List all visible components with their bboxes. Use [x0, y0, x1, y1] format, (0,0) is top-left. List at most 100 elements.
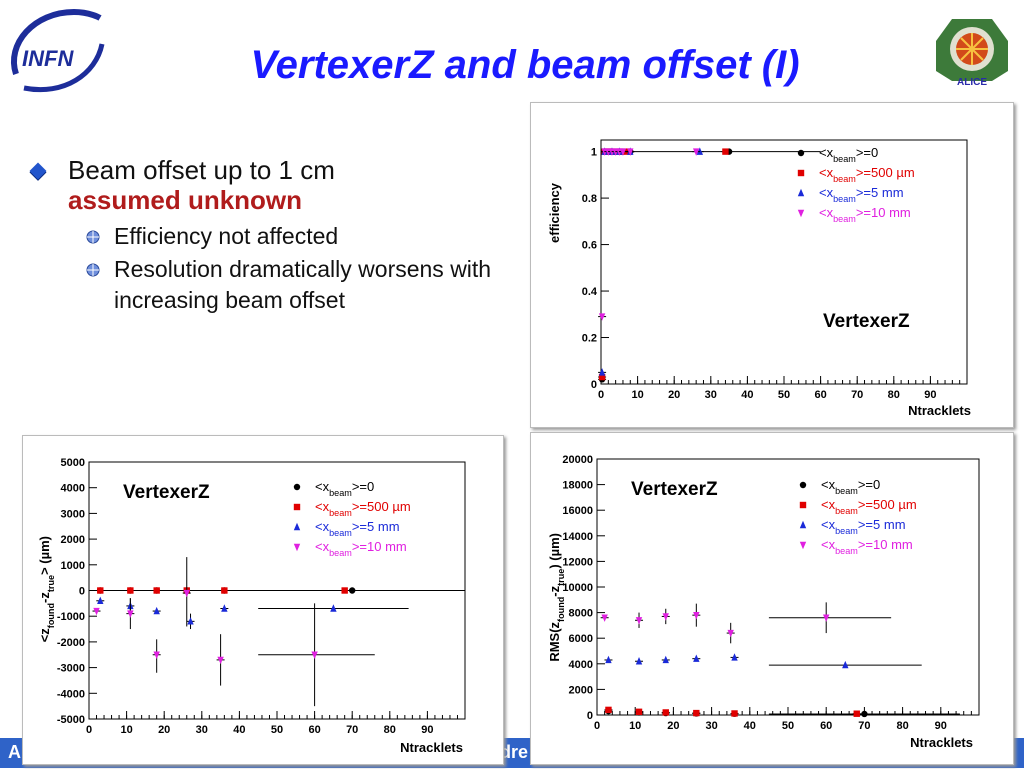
y-tick-label: 4000 — [569, 659, 593, 671]
x-axis-label: Ntracklets — [400, 740, 463, 755]
y-tick-label: 0 — [591, 379, 597, 391]
x-tick-label: 40 — [744, 720, 756, 732]
data-point — [341, 587, 348, 594]
series-3 — [598, 148, 701, 321]
data-point — [693, 654, 700, 662]
data-point — [662, 655, 669, 664]
legend-entry: <xbeam>=500 µm — [315, 499, 411, 518]
data-point — [861, 710, 868, 718]
legend-marker — [797, 209, 805, 218]
data-point — [153, 587, 160, 594]
x-tick-label: 70 — [858, 720, 870, 732]
y-tick-label: 16000 — [562, 505, 593, 517]
data-point — [97, 587, 104, 594]
data-point — [605, 655, 612, 664]
y-tick-label: 2000 — [61, 534, 85, 546]
efficiency-plot-panel: 0 10 20 30 40 50 60 70 80 90 0 0.2 0.4 0.6 0.8 1 Ntrackl… — [530, 102, 1014, 428]
y-tick-label: -5000 — [57, 714, 85, 726]
legend-entry: <xbeam>=5 mm — [315, 519, 400, 538]
legend-entry: <xbeam>=500 µm — [821, 497, 917, 516]
x-tick-label: 70 — [346, 724, 358, 736]
x-tick-label: 80 — [896, 720, 908, 732]
globe-bullet-icon — [86, 230, 100, 244]
legend-marker — [799, 501, 807, 509]
x-tick-label: 0 — [594, 720, 600, 732]
data-point — [330, 604, 337, 612]
x-tick-label: 50 — [778, 389, 790, 401]
legend-entry: <xbeam>=500 µm — [819, 165, 915, 184]
data-point — [601, 614, 608, 622]
legend-entry: <xbeam>=0 — [315, 479, 374, 498]
y-tick-label: 10000 — [562, 582, 593, 594]
plot-frame — [600, 139, 968, 385]
y-tick-label: 20000 — [562, 454, 593, 466]
series-3 — [600, 602, 892, 644]
plot-title: VertexerZ — [123, 482, 210, 503]
x-tick-label: 70 — [851, 389, 863, 401]
bullet-sub-1-text: Efficiency not affected — [114, 223, 339, 249]
legend-entry: <xbeam>=10 mm — [315, 539, 407, 558]
legend-marker — [293, 522, 301, 531]
bullet-main-line1: Beam offset up to 1 cm — [68, 155, 335, 185]
y-tick-label: 0.6 — [582, 240, 597, 252]
data-point — [662, 613, 669, 621]
rms-plot: 0 10 20 30 40 50 60 70 80 90 0 2000 4000 6000 8000 1000… — [547, 454, 980, 750]
x-tick-label: 10 — [631, 389, 643, 401]
y-tick-label: 18000 — [562, 480, 593, 492]
data-point — [153, 651, 160, 659]
data-point — [727, 629, 734, 638]
data-point — [722, 148, 729, 155]
footer-mid-text: dre — [500, 742, 529, 762]
legend-marker — [293, 483, 301, 491]
legend-marker — [797, 169, 805, 177]
x-tick-label: 20 — [158, 724, 170, 736]
legend-marker — [797, 188, 805, 197]
y-tick-label: 12000 — [562, 556, 593, 568]
x-tick-label: 90 — [935, 720, 947, 732]
data-point — [635, 708, 643, 715]
y-tick-label: 14000 — [562, 531, 593, 543]
series-1 — [604, 706, 861, 717]
bullet-main: Beam offset up to 1 cm assumed unknown — [29, 155, 510, 215]
legend-entry: <xbeam>=5 mm — [819, 185, 904, 204]
data-point — [662, 709, 669, 716]
data-point — [221, 604, 228, 612]
x-tick-label: 90 — [421, 724, 433, 736]
data-point — [187, 617, 194, 625]
y-tick-label: 1 — [591, 147, 597, 159]
data-point — [635, 657, 643, 665]
x-tick-label: 60 — [308, 724, 320, 736]
data-point — [93, 607, 100, 616]
y-tick-label: 0 — [79, 586, 85, 598]
legend-entry: <xbeam>=0 — [821, 477, 880, 496]
bullet-sub-2: Resolution dramatically worsens with inc… — [86, 254, 510, 316]
x-tick-label: 60 — [820, 720, 832, 732]
data-point — [731, 653, 738, 661]
x-tick-label: 80 — [888, 389, 900, 401]
plot-frame — [596, 458, 980, 716]
legend-entry: <xbeam>=10 mm — [821, 537, 913, 556]
x-tick-label: 50 — [271, 724, 283, 736]
legend-marker — [799, 481, 807, 489]
infn-logo-text: INFN — [22, 46, 74, 71]
x-tick-label: 40 — [741, 389, 753, 401]
legend-marker — [293, 543, 301, 552]
data-point — [853, 710, 860, 717]
data-point — [692, 148, 700, 156]
data-point — [731, 710, 738, 717]
legend: <xbeam>=0<xbeam>=500 µm<xbeam>=5 mm<xbea… — [797, 145, 915, 224]
rms-plot-panel: 0 10 20 30 40 50 60 70 80 90 0 2000 4000 6000 8000 1000… — [530, 432, 1014, 765]
x-tick-label: 10 — [120, 724, 132, 736]
bullet-list: Beam offset up to 1 cm assumed unknown E… — [29, 155, 510, 318]
x-tick-label: 40 — [233, 724, 245, 736]
y-axis-label-group: RMS(zfound-ztrue) (µm) — [547, 533, 566, 662]
y-tick-label: -3000 — [57, 663, 85, 675]
y-tick-label: 0.2 — [582, 333, 597, 345]
y-tick-label: -2000 — [57, 637, 85, 649]
y-axis-label: <zfound-ztrue> (µm) — [37, 536, 56, 642]
data-point — [823, 614, 830, 622]
alice-logo: ALICE — [934, 15, 1010, 88]
y-tick-label: 8000 — [569, 608, 593, 620]
data-point — [605, 706, 612, 714]
data-point — [635, 617, 643, 625]
